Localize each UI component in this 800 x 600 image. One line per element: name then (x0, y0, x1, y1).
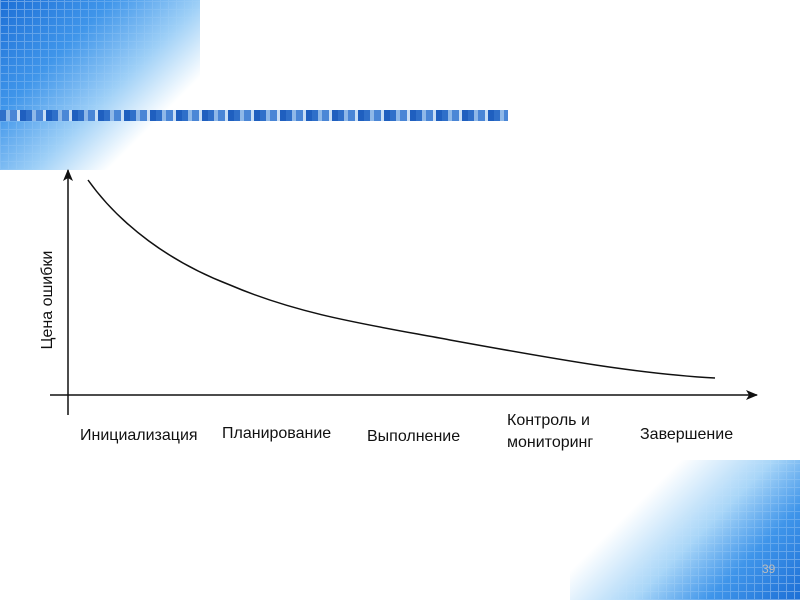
phase-label: Выполнение (367, 428, 461, 445)
phase-label: Контроль и мониторинг (507, 412, 594, 451)
phase-label: Завершение (640, 426, 734, 443)
phase-label: Инициализация (80, 427, 198, 444)
y-axis-label: Цена ошибки (39, 250, 56, 350)
phase-label: Планирование (222, 425, 332, 442)
page-number: 39 (762, 562, 776, 576)
cost-curve (87, 179, 716, 379)
